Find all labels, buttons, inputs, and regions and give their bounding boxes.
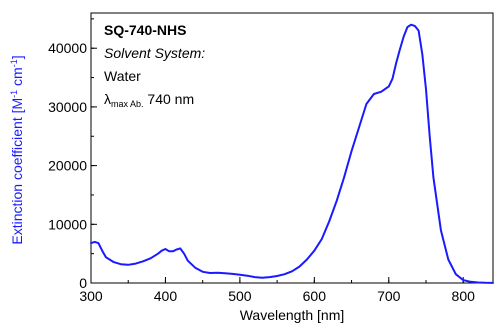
x-tick-label: 300 — [79, 288, 103, 304]
annotation-solvent-value: Water — [104, 68, 141, 84]
lambda-symbol: λ — [104, 91, 111, 107]
x-tick-label: 500 — [228, 288, 252, 304]
x-axis-ticks — [90, 277, 464, 283]
y-tick-label: 10000 — [48, 216, 87, 232]
y-axis-tick-labels: 0 10000 20000 30000 40000 — [48, 40, 87, 291]
x-axis-title: Wavelength [nm] — [240, 307, 345, 323]
lambda-subscript: max Ab. — [111, 99, 144, 109]
y-axis-title-sup1: -1 — [9, 90, 19, 98]
y-tick-label: 40000 — [48, 40, 87, 56]
annotation-product-name: SQ-740-NHS — [104, 22, 186, 38]
y-axis-title-main: Extinction coefficient [M — [9, 98, 25, 245]
x-axis-tick-labels: 300 400 500 600 700 800 — [79, 288, 475, 304]
y-axis-title-end: ] — [9, 55, 25, 59]
y-tick-label: 20000 — [48, 158, 87, 174]
y-axis-title-mid: cm — [9, 67, 25, 90]
x-tick-label: 700 — [377, 288, 401, 304]
y-axis-title: Extinction coefficient [M-1 cm-1] — [9, 55, 25, 244]
x-tick-label: 600 — [303, 288, 327, 304]
y-axis-title-sup2: -1 — [9, 59, 19, 67]
lambda-value: 740 nm — [144, 91, 195, 107]
x-tick-label: 800 — [452, 288, 476, 304]
y-axis-ticks — [91, 18, 97, 284]
absorption-spectrum-line — [90, 23, 494, 284]
y-tick-label: 30000 — [48, 99, 87, 115]
annotation-lambda-max: λmax Ab. 740 nm — [104, 91, 194, 109]
series-layer — [90, 23, 494, 284]
x-tick-label: 400 — [154, 288, 178, 304]
annotation-solvent-heading: Solvent System: — [104, 45, 205, 61]
plot-frame — [90, 12, 494, 284]
y-tick-label: 0 — [79, 275, 87, 291]
